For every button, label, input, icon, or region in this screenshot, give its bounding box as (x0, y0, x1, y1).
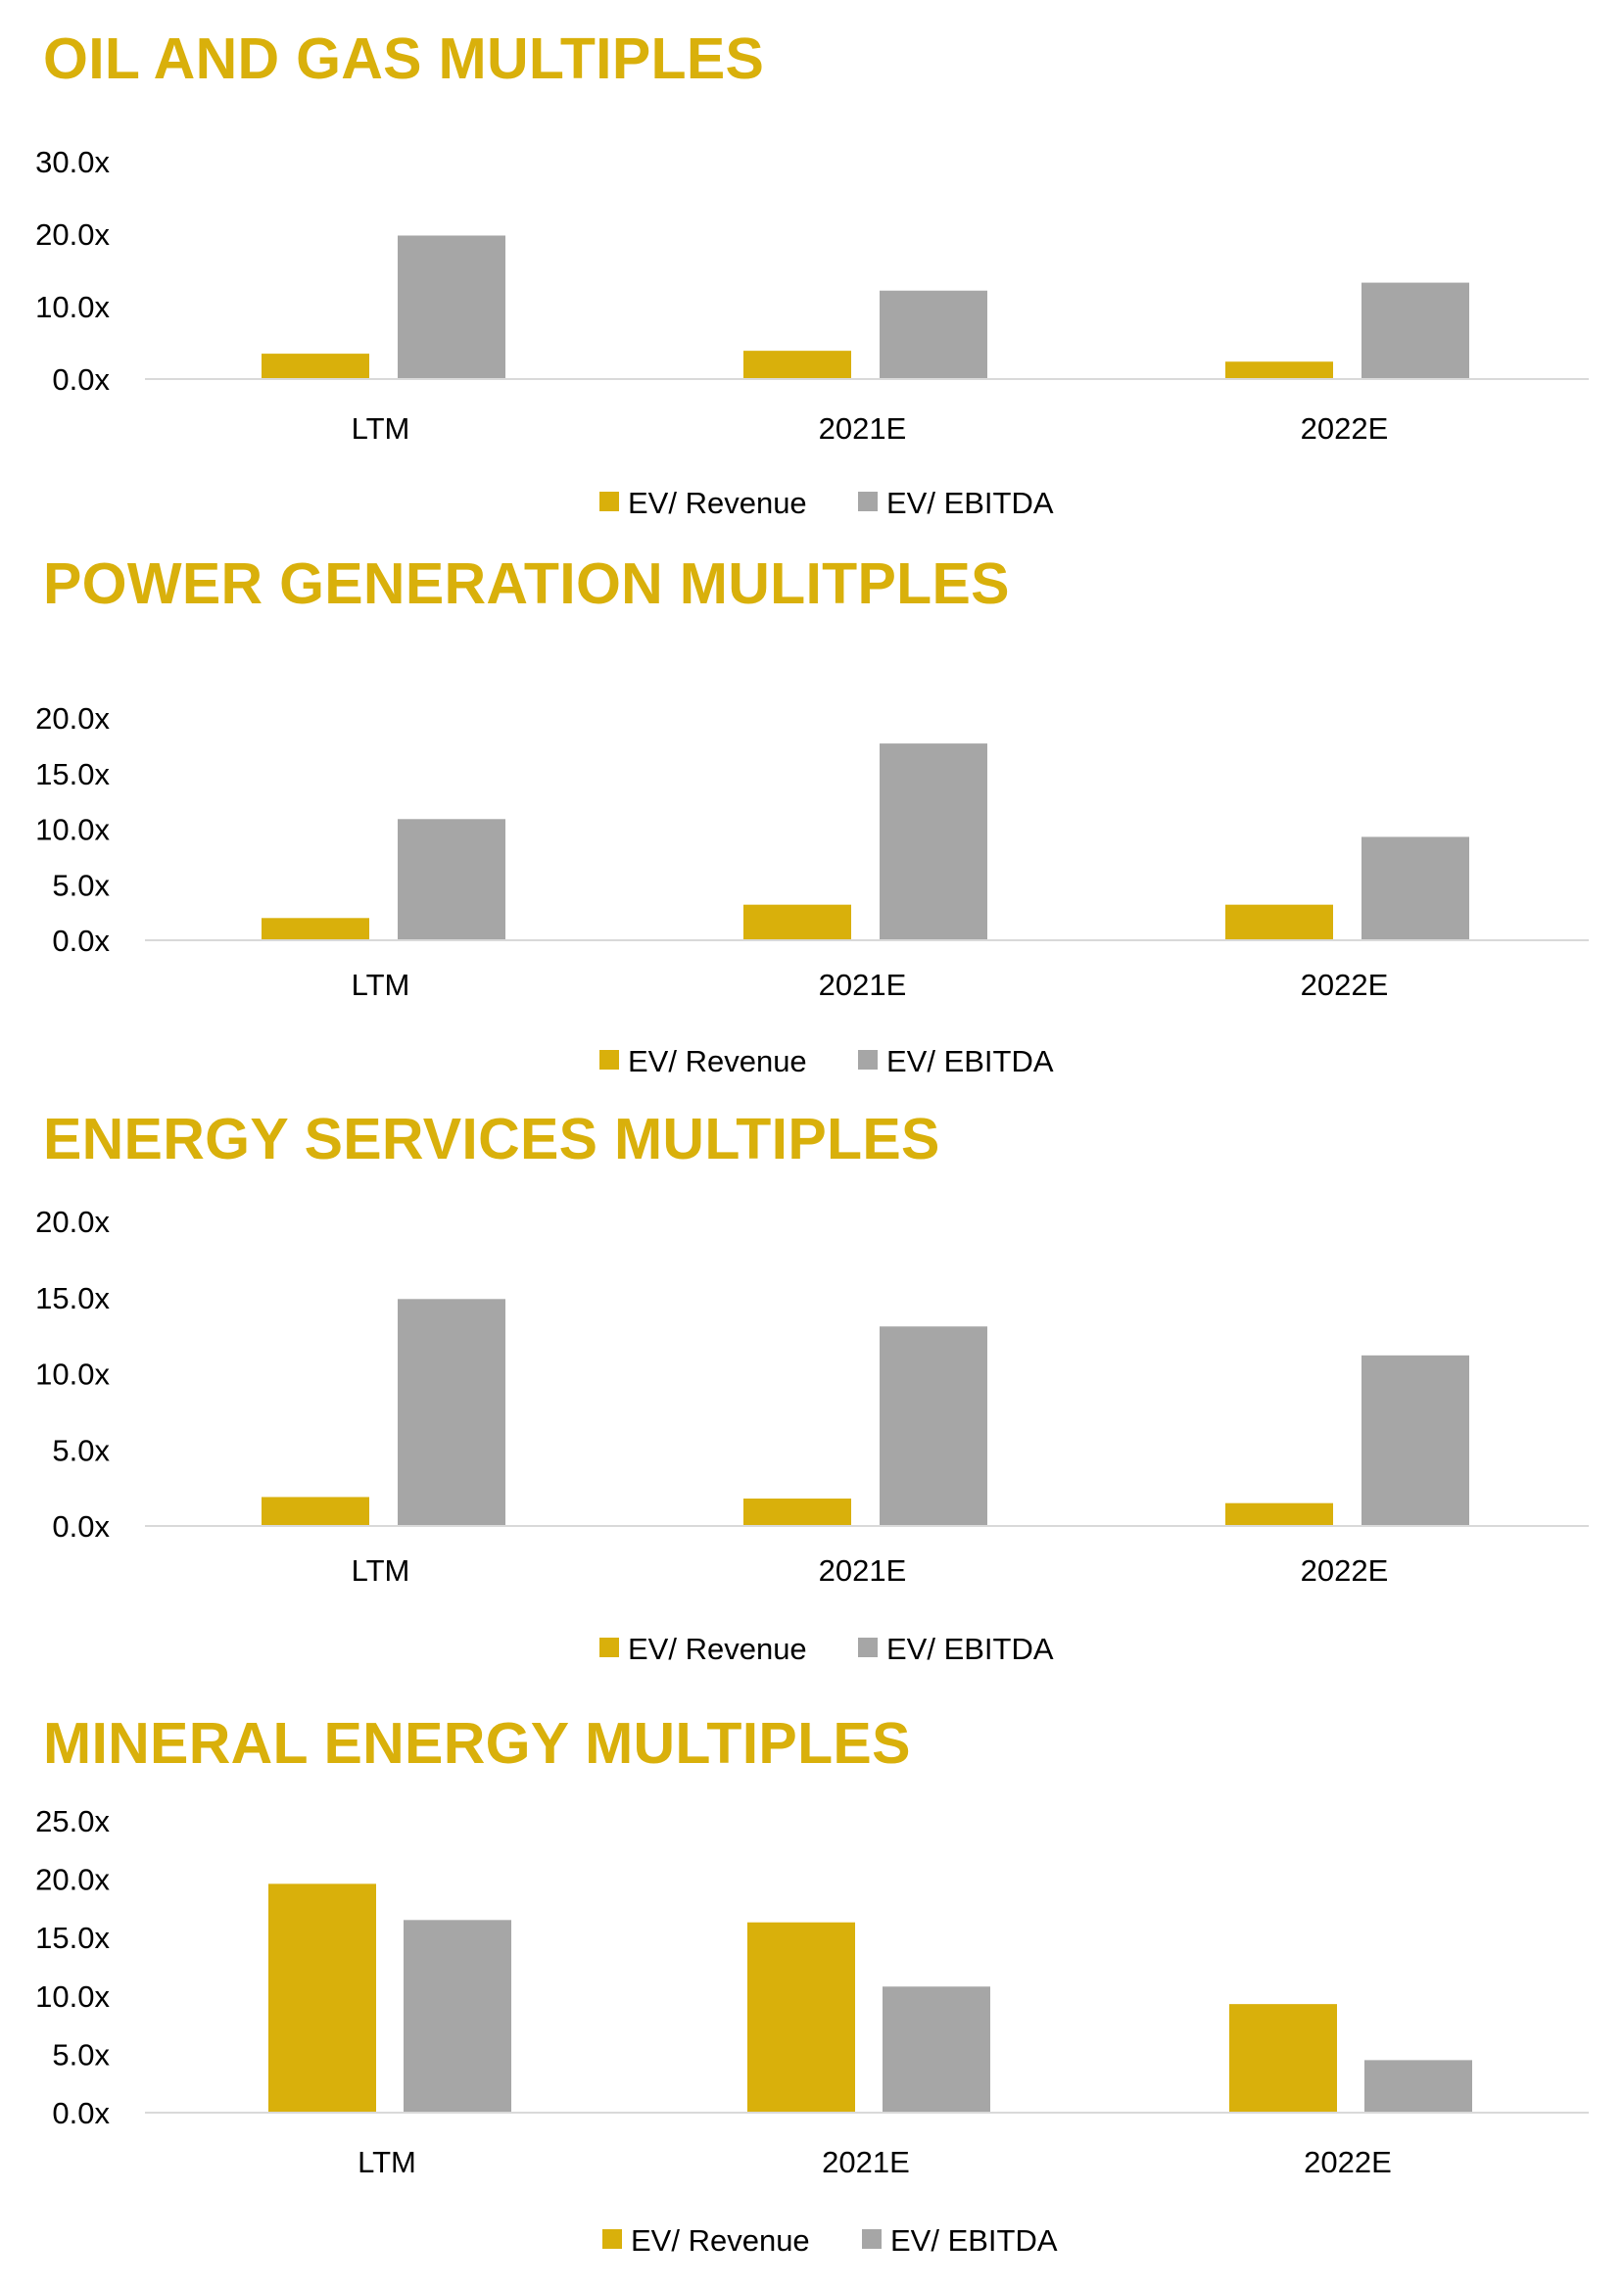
ev-ebitda-bar-2022e (1364, 2060, 1472, 2113)
legend-ev-ebitda-swatch (858, 1050, 878, 1070)
legend-ev-ebitda-label: EV/ EBITDA (886, 1632, 1054, 1666)
y-tick-label: 5.0x (52, 2037, 110, 2072)
ev-revenue-bar-2022e (1225, 1502, 1333, 1526)
ev-revenue-bar-2022e (1229, 2004, 1337, 2113)
ev-revenue-bar-ltm (262, 354, 369, 379)
legend-ev-ebitda-swatch (862, 2229, 882, 2249)
ev-ebitda-bar-ltm (398, 1299, 505, 1526)
y-tick-label: 10.0x (35, 1358, 110, 1392)
legend-ev-revenue-swatch (599, 1638, 619, 1657)
power-generation-chart-title: POWER GENERATION MULITPLES (43, 551, 1010, 616)
y-tick-label: 25.0x (35, 1804, 110, 1838)
y-tick-label: 30.0x (35, 145, 110, 179)
category-label: LTM (352, 411, 410, 446)
category-label: 2022E (1301, 1553, 1389, 1588)
ev-ebitda-bar-2021e (880, 743, 987, 940)
legend-ev-ebitda-label: EV/ EBITDA (886, 486, 1054, 520)
legend-ev-revenue-label: EV/ Revenue (631, 2223, 810, 2258)
legend-ev-revenue-label: EV/ Revenue (628, 1044, 807, 1078)
category-label: LTM (352, 1553, 410, 1588)
y-tick-label: 20.0x (35, 701, 110, 736)
y-tick-label: 5.0x (52, 1433, 110, 1467)
legend-ev-ebitda-swatch (858, 492, 878, 511)
legend-ev-ebitda-label: EV/ EBITDA (886, 1044, 1054, 1078)
ev-ebitda-bar-2021e (880, 1326, 987, 1526)
y-tick-label: 10.0x (35, 1979, 110, 2014)
y-tick-label: 20.0x (35, 217, 110, 252)
ev-ebitda-bar-2022e (1361, 836, 1469, 940)
y-tick-label: 20.0x (35, 1205, 110, 1239)
category-label: 2021E (819, 968, 907, 1002)
energy-services-chart-title: ENERGY SERVICES MULTIPLES (43, 1107, 940, 1171)
ev-revenue-bar-ltm (262, 918, 369, 940)
category-label: LTM (352, 968, 410, 1002)
mineral-energy-multiples-chart: 0.0x 5.0x 10.0x 15.0x 20.0x 25.0x LTM 2021E 2022… (35, 1804, 1589, 2258)
y-tick-label: 15.0x (35, 1921, 110, 1955)
ev-ebitda-bar-2022e (1361, 1355, 1469, 1526)
category-label: 2021E (819, 411, 907, 446)
y-tick-label: 5.0x (52, 868, 110, 902)
ev-revenue-bar-2021e (743, 1499, 851, 1526)
legend-ev-ebitda-label: EV/ EBITDA (890, 2223, 1058, 2258)
y-tick-label: 0.0x (52, 2096, 110, 2130)
ev-ebitda-bar-ltm (398, 235, 505, 379)
legend-ev-revenue-label: EV/ Revenue (628, 1632, 807, 1666)
legend-ev-revenue-swatch (602, 2229, 622, 2249)
ev-ebitda-bar-2022e (1361, 282, 1469, 379)
category-label: 2022E (1304, 2145, 1392, 2179)
ev-revenue-bar-ltm (262, 1497, 369, 1526)
y-tick-label: 0.0x (52, 924, 110, 958)
oil-gas-chart-title: OIL AND GAS MULTIPLES (43, 26, 765, 91)
ev-revenue-bar-2021e (747, 1922, 855, 2113)
y-tick-label: 0.0x (52, 1509, 110, 1544)
power-generation-multiples-chart: 0.0x 5.0x 10.0x 15.0x 20.0x LTM 2021E 2022E EV/ … (35, 701, 1589, 1078)
y-tick-label: 15.0x (35, 1281, 110, 1315)
ev-ebitda-bar-2021e (880, 290, 987, 379)
legend-ev-revenue-swatch (599, 492, 619, 511)
y-tick-label: 10.0x (35, 813, 110, 847)
y-tick-label: 0.0x (52, 362, 110, 397)
legend-ev-revenue-swatch (599, 1050, 619, 1070)
oil-gas-multiples-chart: 0.0x 10.0x 20.0x 30.0x LTM 2021E 2022E EV/ Reve… (35, 145, 1589, 520)
category-label: 2022E (1301, 968, 1389, 1002)
ev-ebitda-bar-ltm (404, 1920, 511, 2113)
mineral-energy-chart-title: MINERAL ENERGY MULTIPLES (43, 1711, 911, 1776)
category-label: 2021E (819, 1553, 907, 1588)
ev-revenue-bar-2021e (743, 351, 851, 379)
ev-ebitda-bar-ltm (398, 819, 505, 940)
y-tick-label: 15.0x (35, 757, 110, 791)
category-label: 2022E (1301, 411, 1389, 446)
ev-revenue-bar-2022e (1225, 361, 1333, 379)
category-label: LTM (358, 2145, 416, 2179)
legend-ev-ebitda-swatch (858, 1638, 878, 1657)
y-tick-label: 20.0x (35, 1863, 110, 1897)
y-tick-label: 10.0x (35, 290, 110, 324)
energy-services-multiples-chart: 0.0x 5.0x 10.0x 15.0x 20.0x LTM 2021E 2022E EV/ … (35, 1205, 1589, 1666)
ev-revenue-bar-2022e (1225, 904, 1333, 940)
ev-revenue-bar-ltm (268, 1883, 376, 2113)
legend-ev-revenue-label: EV/ Revenue (628, 486, 807, 520)
ev-revenue-bar-2021e (743, 904, 851, 940)
category-label: 2021E (822, 2145, 910, 2179)
ev-ebitda-bar-2021e (883, 1986, 990, 2113)
